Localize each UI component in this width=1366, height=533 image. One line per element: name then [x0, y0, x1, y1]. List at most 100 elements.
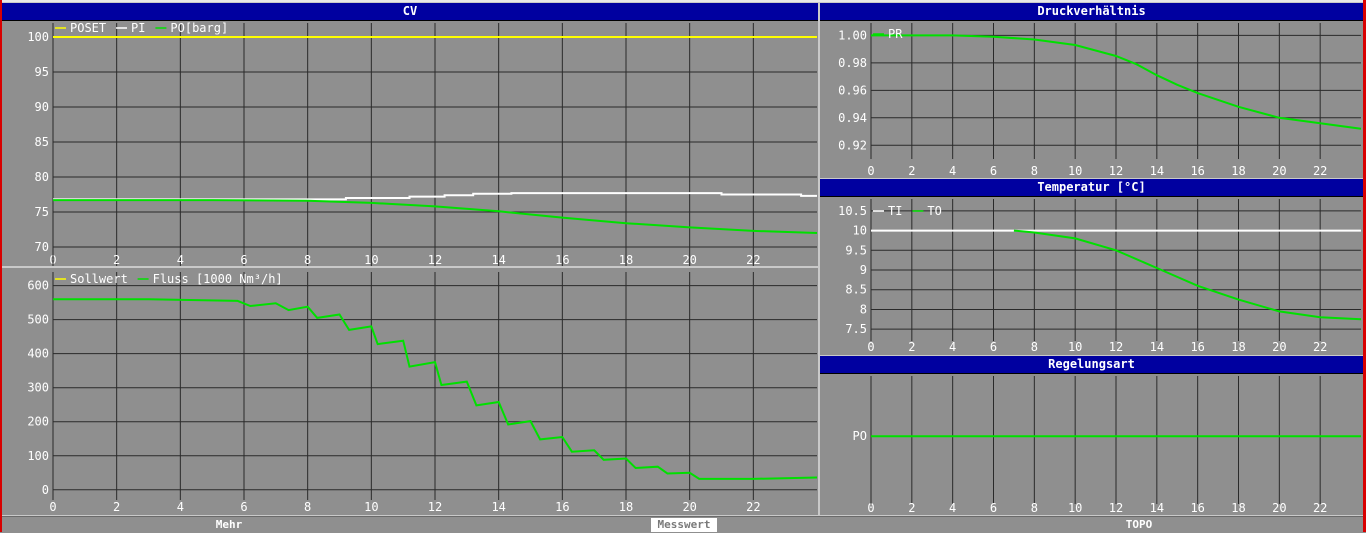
- x-tick-label: 18: [619, 500, 633, 514]
- x-tick-label: 6: [990, 164, 997, 178]
- x-tick-label: 22: [1313, 501, 1327, 515]
- y-tick-label: 75: [35, 205, 49, 219]
- x-tick-label: 22: [746, 500, 760, 514]
- y-tick-label: 8.5: [845, 283, 867, 297]
- y-tick-label: 200: [27, 415, 49, 429]
- y-tick-label: 10.5: [838, 204, 867, 218]
- x-tick-label: 10: [1068, 340, 1082, 354]
- y-tick-label: 7.5: [845, 322, 867, 336]
- x-tick-label: 10: [1068, 164, 1082, 178]
- x-tick-label: 10: [364, 253, 378, 266]
- series-line-po-barg: [53, 199, 818, 234]
- x-tick-label: 20: [1272, 340, 1286, 354]
- x-tick-label: 8: [304, 253, 311, 266]
- x-tick-label: 18: [1231, 501, 1245, 515]
- window-top-edge: [0, 0, 1366, 2]
- series-line-pr: [871, 34, 1362, 130]
- temperatur-chart: 0 2 4 6 8 10 12 14 16 18 20 22 7.5 8 8.5 9 9.5 10 10.5 TI TO: [838, 199, 1362, 354]
- flow-panel: 0 2 4 6 8 10 12 14 16 18 20 22 0 100 200 300 400 500 600 So…: [2, 268, 818, 515]
- x-tick-label: 18: [1231, 340, 1245, 354]
- x-tick-label: 22: [746, 253, 760, 266]
- x-tick-label: 2: [908, 501, 915, 515]
- x-tick-label: 12: [428, 253, 442, 266]
- x-tick-label: 12: [1109, 164, 1123, 178]
- x-tick-label: 6: [240, 500, 247, 514]
- x-tick-label: 20: [682, 500, 696, 514]
- x-tick-label: 6: [990, 340, 997, 354]
- y-category-label: PO: [853, 429, 867, 443]
- x-tick-label: 8: [1031, 164, 1038, 178]
- x-tick-label: 14: [1150, 501, 1164, 515]
- x-tick-label: 20: [1272, 164, 1286, 178]
- druckverhaeltnis-chart: 0 2 4 6 8 10 12 14 16 18 20 22 0.92 0.94 0.96 0.98 1.00 P…: [838, 23, 1362, 178]
- x-tick-label: 20: [682, 253, 696, 266]
- x-tick-label: 0: [867, 164, 874, 178]
- temperatur-panel-title: Temperatur [°C]: [820, 179, 1363, 197]
- x-tick-label: 22: [1313, 164, 1327, 178]
- x-tick-label: 22: [1313, 340, 1327, 354]
- x-tick-label: 8: [1031, 501, 1038, 515]
- legend-label-pr: PR: [888, 27, 903, 41]
- y-tick-label: 9: [860, 263, 867, 277]
- x-tick-label: 4: [949, 340, 956, 354]
- y-tick-label: 80: [35, 170, 49, 184]
- regelungsart-chart: 0 2 4 6 8 10 12 14 16 18 20 22 PO: [853, 376, 1361, 515]
- series-line-pi: [53, 192, 817, 201]
- footer-bar: Mehr Messwert TOPO: [0, 516, 1366, 533]
- druckverhaeltnis-panel-title: Druckverhältnis: [820, 3, 1363, 21]
- x-tick-label: 10: [364, 500, 378, 514]
- x-tick-label: 18: [1231, 164, 1245, 178]
- x-tick-label: 8: [304, 500, 311, 514]
- series-line-to: [1013, 229, 1362, 321]
- y-tick-label: 400: [27, 347, 49, 361]
- x-tick-label: 6: [990, 501, 997, 515]
- series-line-fluss-1000-nm-h: [53, 298, 818, 480]
- x-tick-label: 12: [1109, 340, 1123, 354]
- y-tick-label: 1.00: [838, 28, 867, 42]
- cv-panel: CV 0246810121416182022707580859095100POS…: [2, 3, 818, 266]
- y-tick-label: 0.96: [838, 83, 867, 97]
- legend-label-ti: TI: [888, 204, 902, 218]
- x-tick-label: 18: [619, 253, 633, 266]
- window-left-edge: [0, 0, 2, 532]
- x-tick-label: 16: [1190, 501, 1204, 515]
- x-tick-label: 16: [1190, 340, 1204, 354]
- y-tick-label: 500: [27, 313, 49, 327]
- legend-label-poset: POSET: [70, 21, 106, 35]
- druckverhaeltnis-panel: Druckverhältnis 0 2 4 6 8 10 12 14 16 18 20 22 0.92 0…: [820, 3, 1363, 178]
- x-tick-label: 2: [908, 164, 915, 178]
- y-tick-label: 85: [35, 135, 49, 149]
- y-tick-label: 0.98: [838, 56, 867, 70]
- mehr-button[interactable]: Mehr: [212, 518, 246, 532]
- regelungsart-panel-title: Regelungsart: [820, 356, 1363, 374]
- x-tick-label: 4: [177, 253, 184, 266]
- y-tick-label: 0: [42, 483, 49, 497]
- x-tick-label: 16: [555, 253, 569, 266]
- y-tick-label: 300: [27, 381, 49, 395]
- topo-button[interactable]: TOPO: [1122, 518, 1156, 532]
- x-tick-label: 14: [491, 500, 505, 514]
- x-tick-label: 14: [1150, 340, 1164, 354]
- x-tick-label: 2: [908, 340, 915, 354]
- y-tick-label: 95: [35, 65, 49, 79]
- y-tick-label: 0.94: [838, 111, 867, 125]
- y-tick-label: 0.92: [838, 138, 867, 152]
- x-tick-label: 2: [113, 253, 120, 266]
- legend-label-sollwert: Sollwert: [70, 272, 128, 286]
- x-tick-label: 2: [113, 500, 120, 514]
- temperatur-panel: Temperatur [°C] 0 2 4 6 8 10 12 14 16 18 20 22 7.5 8 8…: [820, 179, 1363, 355]
- y-tick-label: 8: [860, 302, 867, 316]
- messwert-button[interactable]: Messwert: [651, 518, 717, 532]
- x-tick-label: 4: [949, 164, 956, 178]
- y-tick-label: 600: [27, 279, 49, 293]
- regelungsart-panel: Regelungsart 0 2 4 6 8 10 12 14 16 18 20 22 PO: [820, 356, 1363, 515]
- legend-label-pi: PI: [131, 21, 145, 35]
- x-tick-label: 6: [240, 253, 247, 266]
- x-tick-label: 12: [1109, 501, 1123, 515]
- legend-label-to: TO: [927, 204, 941, 218]
- y-tick-label: 90: [35, 100, 49, 114]
- x-tick-label: 12: [428, 500, 442, 514]
- cv-panel-title: CV: [2, 3, 818, 21]
- x-tick-label: 0: [867, 340, 874, 354]
- x-tick-label: 8: [1031, 340, 1038, 354]
